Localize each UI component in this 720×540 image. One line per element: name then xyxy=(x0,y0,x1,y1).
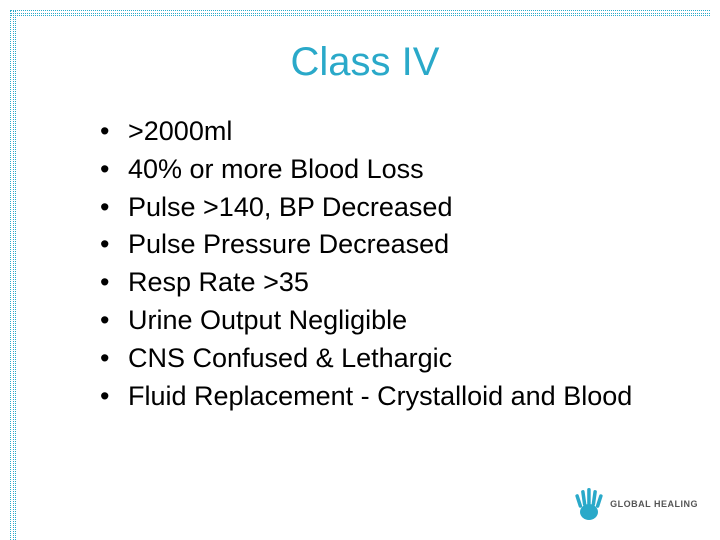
list-item: 40% or more Blood Loss xyxy=(100,151,690,189)
list-item: Fluid Replacement - Crystalloid and Bloo… xyxy=(100,378,690,416)
slide-content: Class IV >2000ml 40% or more Blood Loss … xyxy=(40,30,690,520)
list-item: Pulse Pressure Decreased xyxy=(100,226,690,264)
decorative-border-left xyxy=(10,10,16,540)
list-item: CNS Confused & Lethargic xyxy=(100,340,690,378)
list-item: >2000ml xyxy=(100,113,690,151)
list-item: Urine Output Negligible xyxy=(100,302,690,340)
decorative-border-top xyxy=(10,10,710,16)
logo-text: GLOBAL HEALING xyxy=(610,499,698,509)
list-item: Resp Rate >35 xyxy=(100,264,690,302)
logo: GLOBAL HEALING xyxy=(572,486,698,522)
list-item: Pulse >140, BP Decreased xyxy=(100,189,690,227)
slide-title: Class IV xyxy=(40,40,690,85)
hand-icon xyxy=(572,486,606,522)
bullet-list: >2000ml 40% or more Blood Loss Pulse >14… xyxy=(40,113,690,415)
